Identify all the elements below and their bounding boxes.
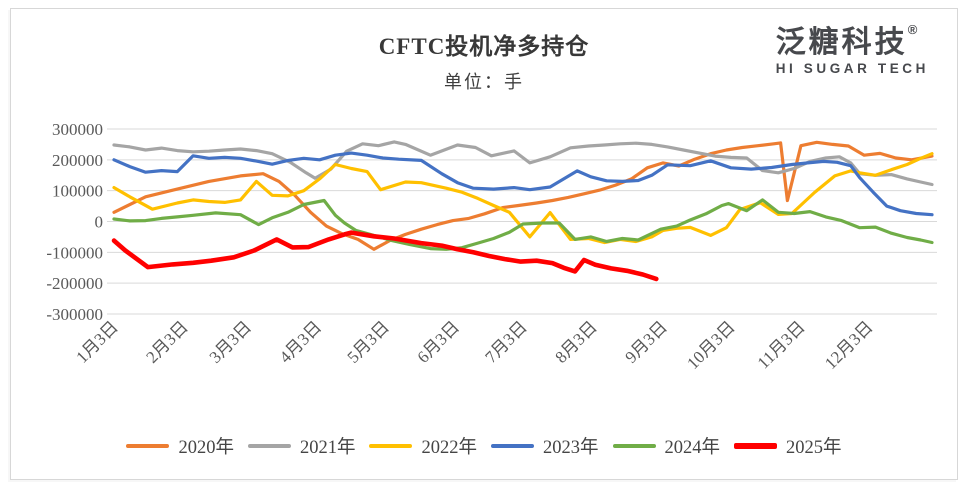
x-axis-tick-label: 9月3日 [621, 317, 670, 366]
legend-item-2020: 2020年 [126, 433, 234, 459]
registered-mark-icon: ® [907, 22, 918, 37]
legend-label-2023: 2023年 [543, 438, 599, 458]
brand-logo-cn: 泛糖科技® [776, 23, 929, 58]
chart-card: CFTC投机净多持仓 单位：手 泛糖科技® HI SUGAR TECH 3000… [10, 8, 958, 480]
x-axis-tick-label: 1月3日 [72, 317, 121, 366]
series-line-2022 [112, 152, 934, 245]
x-axis-tick-label: 12月3日 [821, 317, 877, 373]
y-axis-tick-label: -200000 [46, 274, 103, 293]
y-axis-tick-label: -300000 [46, 305, 103, 324]
x-axis-tick-label: 5月3日 [343, 317, 392, 366]
brand-logo-en: HI SUGAR TECH [775, 61, 929, 76]
x-axis-tick-label: 8月3日 [551, 317, 600, 366]
legend-swatch-2021 [247, 444, 291, 448]
brand-name: 泛糖科技 [775, 26, 908, 59]
legend-swatch-2025 [734, 443, 778, 449]
y-axis-tick-label: -100000 [46, 243, 103, 262]
brand-logo: 泛糖科技® HI SUGAR TECH [776, 23, 929, 76]
x-axis-tick-label: 10月3日 [683, 317, 739, 373]
x-axis-tick-label: 7月3日 [481, 317, 530, 366]
legend-swatch-2023 [491, 444, 534, 448]
cftc-line-chart: 300000 200000 100000 0 -100000 -200000 -300000… [46, 120, 937, 373]
y-axis-tick-label: 0 [95, 213, 104, 232]
series-line-2025 [111, 230, 659, 282]
legend-item-2025: 2025年 [734, 433, 842, 459]
legend-label-2020: 2020年 [178, 438, 234, 458]
series-line-2024 [112, 198, 934, 251]
legend-label-2024: 2024年 [664, 438, 721, 458]
legend-item-2023: 2023年 [491, 433, 599, 459]
chart-legend: 2020年 2021年 2022年 2023年 2024年 2025年 [11, 433, 957, 459]
x-axis-tick-label: 6月3日 [414, 317, 463, 366]
x-axis-tick-label: 11月3日 [754, 317, 809, 372]
legend-item-2021: 2021年 [247, 433, 356, 459]
legend-label-2022: 2022年 [421, 438, 477, 458]
legend-swatch-2020 [126, 444, 170, 448]
legend-swatch-2024 [612, 444, 656, 448]
legend-label-2021: 2021年 [299, 438, 356, 458]
y-axis-tick-label: 100000 [52, 182, 103, 201]
x-axis-tick-label: 4月3日 [276, 317, 325, 366]
legend-item-2022: 2022年 [369, 433, 477, 459]
series-line-2020 [112, 140, 934, 251]
y-axis-tick-label: 300000 [52, 120, 103, 139]
x-axis-tick-label: 3月3日 [206, 317, 255, 366]
legend-swatch-2022 [369, 444, 413, 448]
x-axis-tick-label: 2月3日 [142, 317, 191, 366]
series-line-2023 [112, 151, 934, 217]
series-line-2021 [112, 140, 934, 187]
legend-label-2025: 2025年 [786, 438, 842, 458]
legend-item-2024: 2024年 [612, 433, 721, 459]
y-axis-tick-label: 200000 [52, 151, 103, 170]
